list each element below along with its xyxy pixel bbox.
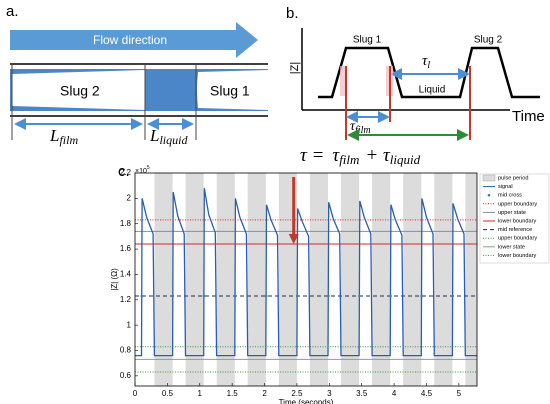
- mid-cross: [202, 294, 206, 298]
- eq-part: + τ: [365, 145, 391, 166]
- x-axis-label: Time (seconds): [279, 398, 334, 404]
- legend-label: lower boundary: [498, 253, 536, 259]
- mid-cross: [264, 294, 268, 298]
- slug-label: Slug 1: [353, 35, 382, 46]
- x-tick-label: 0: [133, 389, 138, 398]
- eq-sub: liquid: [390, 152, 421, 167]
- tau-l: τl: [422, 53, 430, 71]
- mid-cross: [358, 294, 361, 298]
- pulse-period: [372, 173, 391, 386]
- legend-box: [479, 173, 550, 264]
- legend-label: pulse period: [498, 175, 528, 181]
- pulse-period: [154, 173, 173, 386]
- symbol: τ: [350, 119, 356, 134]
- symbol: τ: [422, 53, 428, 69]
- y-tick-label: 0.6: [120, 371, 132, 380]
- exponent-base: ×10: [135, 168, 147, 175]
- symbol: L: [49, 126, 59, 145]
- pulse-period: [340, 173, 360, 386]
- legend-label: upper boundary: [498, 201, 537, 207]
- legend-label: signal: [498, 184, 513, 190]
- mid-cross: [233, 294, 237, 298]
- y-tick-label: 0.8: [120, 346, 132, 355]
- mid-cross: [295, 294, 299, 298]
- y-label: |Z|: [289, 62, 301, 74]
- x-tick-label: 1.5: [227, 389, 239, 398]
- exponent-power: 5: [147, 165, 150, 171]
- panel-c: c. 0.6 0.8 1 1.2 1.4 1.6 1.8 2 2.2 0 0.5 1 1.5 2 2.5 3 3…: [110, 163, 550, 404]
- y-tick-label: 2: [127, 193, 132, 202]
- equation: τ = τfilm + τliquid: [300, 145, 421, 167]
- highlight: [340, 66, 347, 96]
- legend-label: upper boundary: [498, 236, 537, 242]
- liquid-label: Liquid: [419, 85, 446, 96]
- pulse-period: [309, 173, 329, 386]
- legend-label: upper state: [498, 210, 526, 216]
- y-axis-label: |Z| (Ω): [110, 268, 119, 291]
- symbol: L: [149, 126, 159, 145]
- slug-1: [197, 70, 268, 110]
- panel-a: a. Flow direction Slug 2 Slug 1 Lfilm Ll…: [6, 3, 268, 147]
- legend-label: lower boundary: [498, 218, 536, 224]
- pulse-period: [247, 173, 266, 386]
- tau-film: τfilm: [350, 119, 371, 136]
- y-tick-label: 1.8: [120, 219, 132, 228]
- legend-swatch: [482, 174, 496, 182]
- y-tick-label: 1.4: [120, 270, 132, 279]
- legend-swatch: [487, 193, 491, 197]
- legend-label: mid reference: [498, 227, 532, 233]
- x-tick-label: 4.5: [421, 389, 433, 398]
- x-tick-label: 5: [457, 389, 462, 398]
- mid-cross: [140, 294, 144, 298]
- pulse-period: [185, 173, 204, 386]
- l-liquid: Lliquid: [149, 126, 188, 147]
- legend-label: lower state: [498, 244, 525, 250]
- annotation-arrowhead: [288, 234, 299, 244]
- flow-label: Flow direction: [93, 33, 167, 47]
- y-tick-label: 1: [127, 320, 132, 329]
- slug-label: Slug 1: [210, 83, 250, 99]
- mid-cross: [420, 294, 423, 298]
- legend-label: mid cross: [498, 193, 522, 199]
- subscript: l: [427, 60, 430, 71]
- mid-cross: [451, 294, 455, 298]
- panel-label: c.: [118, 163, 130, 180]
- flow-arrow: [10, 22, 258, 58]
- y-exponent: ×105: [135, 165, 150, 175]
- x-tick-label: 2.5: [291, 389, 303, 398]
- l-film: Lfilm: [49, 126, 78, 147]
- pulse-period: [403, 173, 422, 386]
- panel-b: b. |Z| Time Slug 1 Slug 2 Liquid τl τfil…: [286, 5, 545, 167]
- x-tick-label: 3.5: [356, 389, 368, 398]
- y-tick-label: 2.2: [120, 168, 132, 177]
- mid-cross: [389, 294, 392, 298]
- panel-label: b.: [286, 5, 299, 22]
- mid-cross: [171, 294, 175, 298]
- plot-frame: [134, 172, 478, 387]
- x-tick-label: 1: [198, 389, 203, 398]
- slug-2: [12, 70, 145, 110]
- x-tick-label: 0.5: [162, 389, 174, 398]
- y-tick-label: 1.2: [120, 295, 132, 304]
- slug-label: Slug 2: [474, 35, 503, 46]
- x-label: Time: [512, 108, 545, 125]
- waveform: [318, 46, 540, 99]
- subscript: film: [59, 133, 78, 147]
- x-tick-label: 2: [262, 389, 267, 398]
- x-tick-label: 3: [327, 389, 332, 398]
- mid-cross: [327, 294, 330, 298]
- eq-sub: film: [339, 152, 359, 167]
- eq-part: τ =: [300, 145, 324, 166]
- eq-part: τ: [332, 145, 340, 166]
- panel-label: a.: [6, 3, 19, 20]
- signal-line: [135, 188, 477, 357]
- pulse-period: [465, 173, 477, 386]
- x-tick-label: 4: [392, 389, 397, 398]
- pulse-period: [434, 173, 453, 386]
- subscript: liquid: [159, 133, 188, 147]
- slug-label: Slug 2: [60, 83, 100, 99]
- y-tick-label: 1.6: [120, 244, 132, 253]
- pulse-period: [216, 173, 235, 386]
